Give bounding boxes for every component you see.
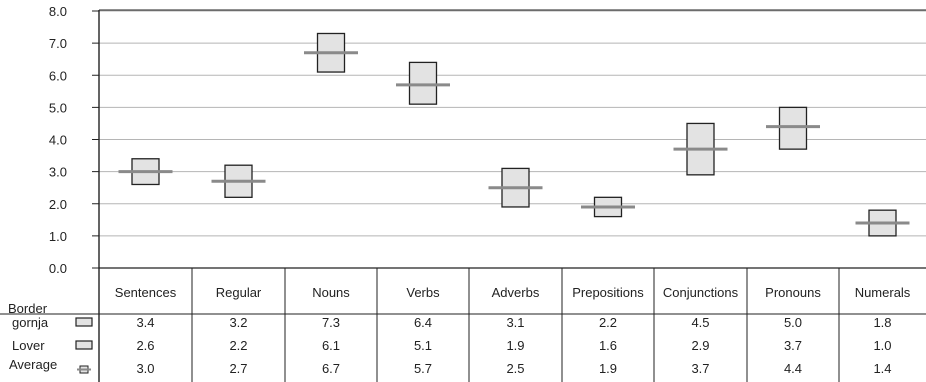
table-cell-value: 3.1 [506, 315, 524, 330]
table-cell-value: 3.0 [136, 361, 154, 376]
box-pronouns [778, 106, 808, 150]
table-cell-value: 5.0 [784, 315, 802, 330]
category-label: Conjunctions [663, 285, 739, 300]
table-cell-value: 2.9 [691, 338, 709, 353]
y-tick-label: 3.0 [49, 165, 67, 180]
table-cell-value: 1.6 [599, 338, 617, 353]
y-axis: 0.0 1.0 2.0 3.0 4.0 5.0 6.0 7.0 8.0 [49, 4, 926, 382]
category-label: Regular [216, 285, 262, 300]
table-cell-value: 3.4 [136, 315, 154, 330]
category-label: Verbs [406, 285, 440, 300]
y-tick-label: 6.0 [49, 68, 67, 83]
box-verbs [408, 61, 438, 105]
table-cell-value: 4.5 [691, 315, 709, 330]
table-cell-value: 1.9 [506, 338, 524, 353]
category-label: Adverbs [492, 285, 540, 300]
category-label: Nouns [312, 285, 350, 300]
table-cell-value: 2.6 [136, 338, 154, 353]
table-cell-value: 6.7 [322, 361, 340, 376]
table-cell-value: 5.1 [414, 338, 432, 353]
table-cell-value: 2.5 [506, 361, 524, 376]
category-label: Numerals [855, 285, 911, 300]
y-tick-label: 2.0 [49, 197, 67, 212]
table-cell-value: 6.1 [322, 338, 340, 353]
table-cell-value: 1.4 [873, 361, 891, 376]
table-cell-value: 2.2 [599, 315, 617, 330]
y-tick-label: 8.0 [49, 4, 67, 19]
table-cell-value: 3.7 [691, 361, 709, 376]
category-label: Pronouns [765, 285, 821, 300]
table-cell-value: 2.7 [229, 361, 247, 376]
table-cell-value: 5.7 [414, 361, 432, 376]
y-tick-label: 0.0 [49, 261, 67, 276]
table-cell-value: 1.0 [873, 338, 891, 353]
table-header-label: Border [8, 301, 48, 316]
data-table: Sentences Regular Nouns Verbs Adverbs Preposi… [0, 268, 926, 382]
series-name: Lover [12, 338, 45, 353]
y-tick-label: 7.0 [49, 36, 67, 51]
table-cell-value: 3.2 [229, 315, 247, 330]
series-name: Average [9, 357, 57, 372]
legend-key-box [75, 340, 93, 350]
table-cell-value: 6.4 [414, 315, 432, 330]
category-label: Sentences [115, 285, 177, 300]
table-cell-value: 7.3 [322, 315, 340, 330]
box-series [118, 32, 910, 237]
table-cell-value: 2.2 [229, 338, 247, 353]
y-tick-label: 4.0 [49, 133, 67, 148]
table-cell-value: 4.4 [784, 361, 802, 376]
y-tick-label: 1.0 [49, 229, 67, 244]
table-cell-value: 3.7 [784, 338, 802, 353]
series-name: gornja [12, 315, 49, 330]
y-tick-label: 5.0 [49, 100, 67, 115]
legend-key-box [75, 317, 93, 327]
table-cell-value: 1.9 [599, 361, 617, 376]
category-label: Prepositions [572, 285, 644, 300]
table-cell-value: 1.8 [873, 315, 891, 330]
